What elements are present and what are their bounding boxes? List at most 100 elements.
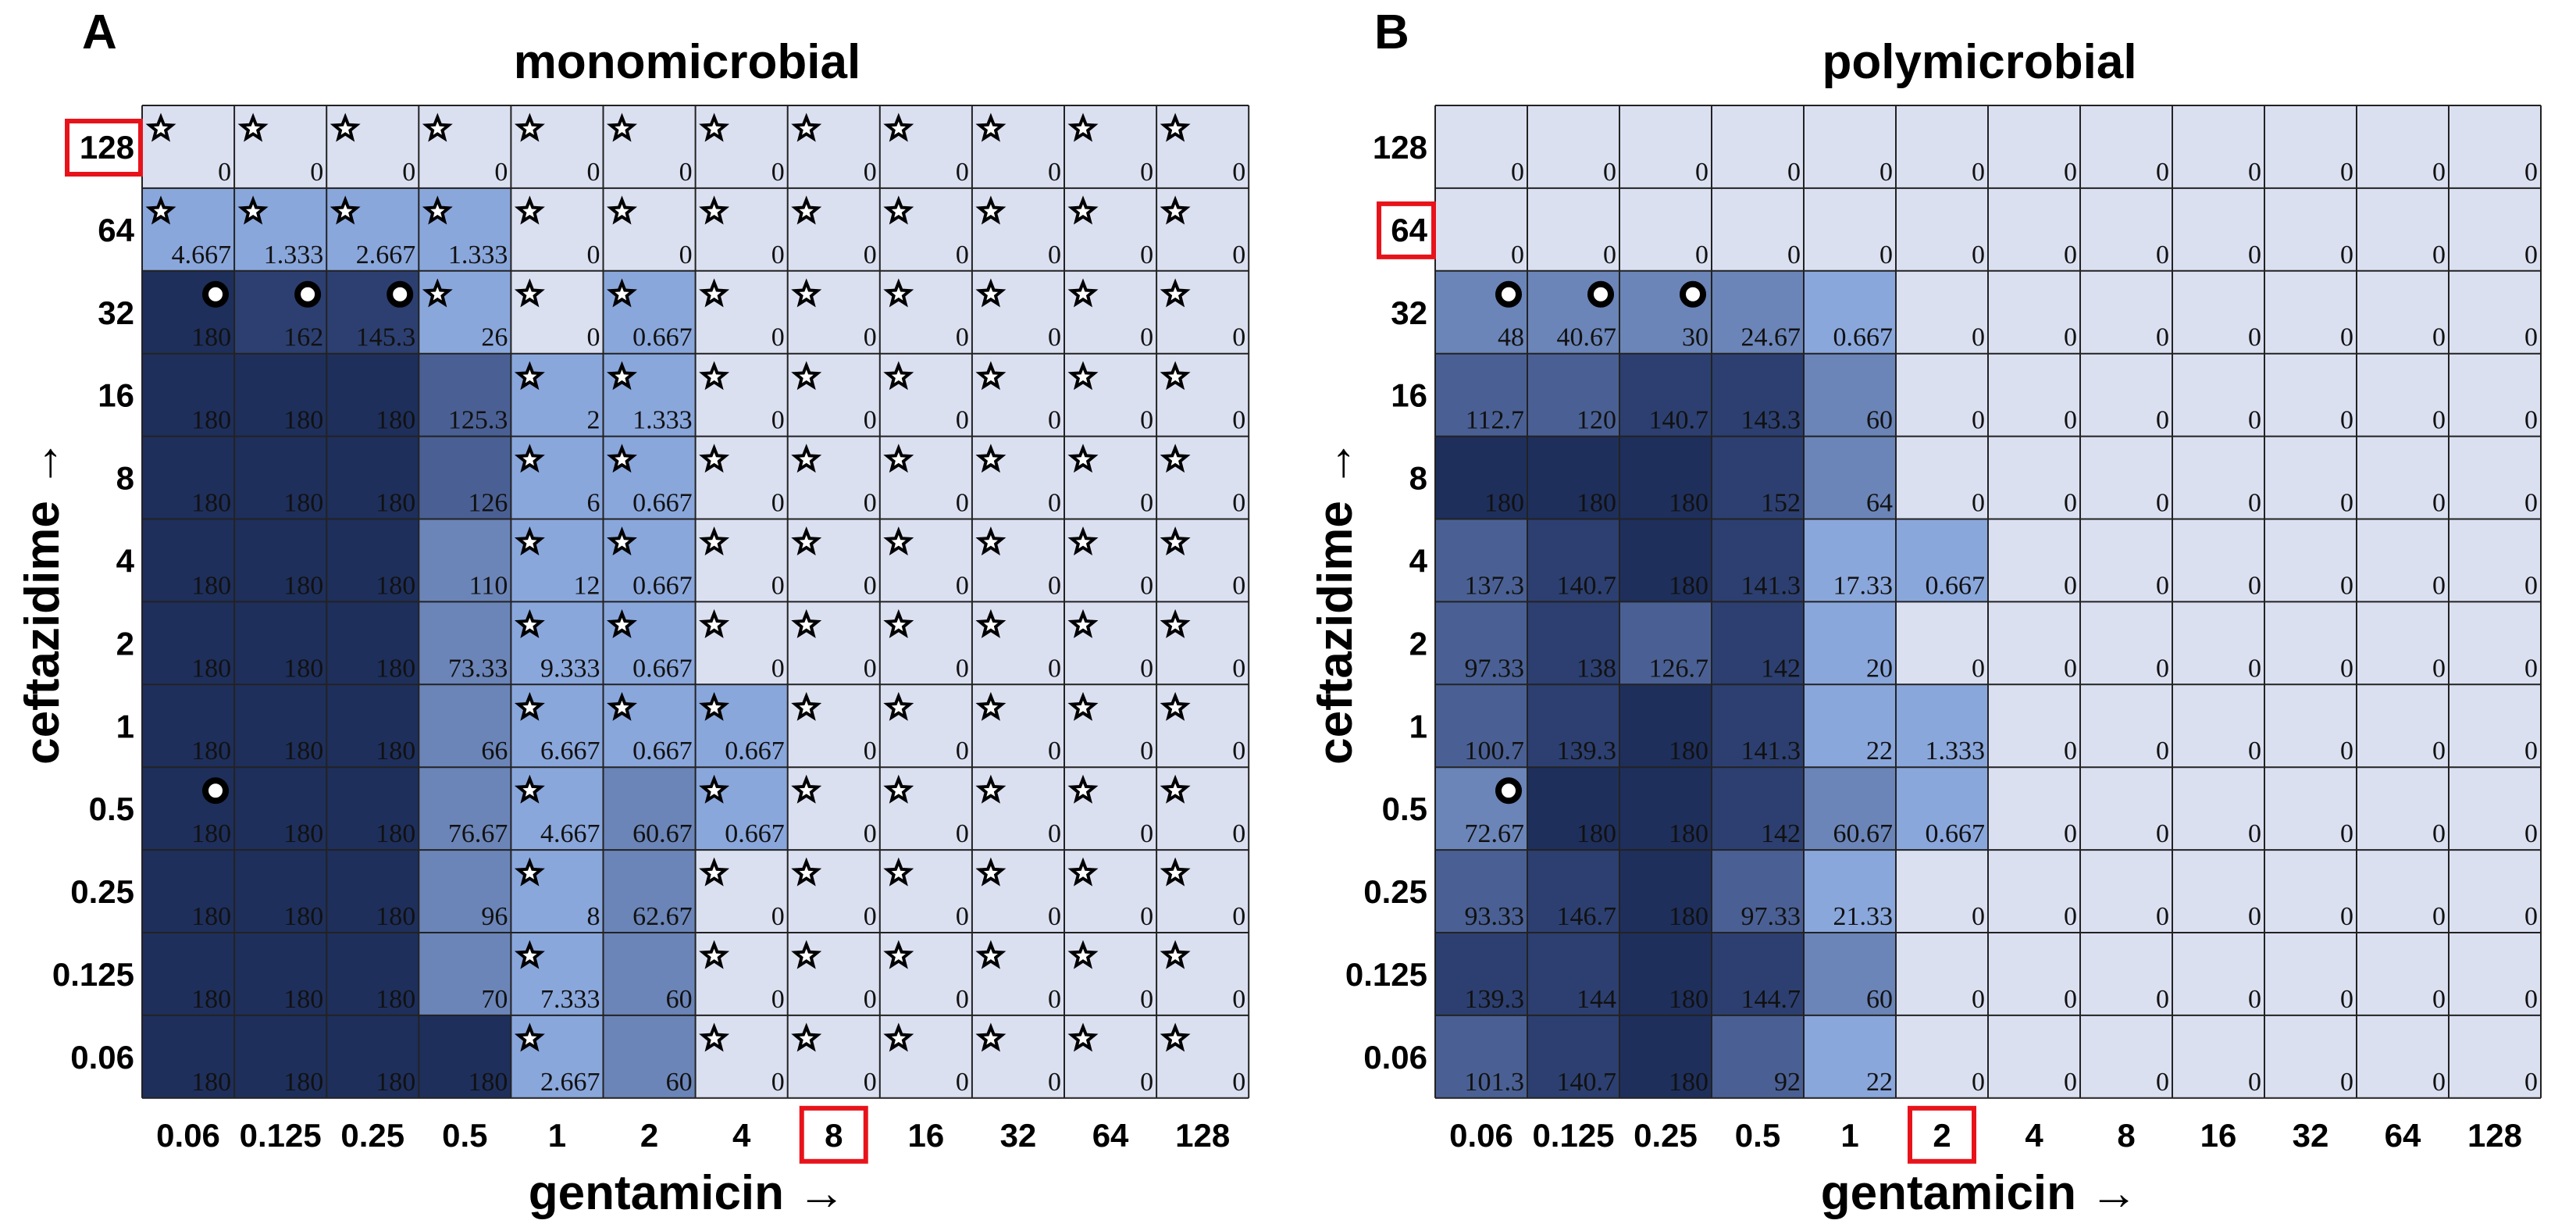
heatmap-cell [511,767,604,851]
cell-value-label: 180 [283,985,323,1014]
cell-value-label: 0 [2340,158,2353,187]
cell-value-label: 0 [2340,489,2353,518]
heatmap-cell [511,850,604,933]
cell-value-label: 0 [956,902,969,931]
heatmap-cell [1896,1015,1988,1098]
star-marker [975,361,1007,391]
cell-value-label: 138 [1577,654,1616,683]
cell-value-label: 0 [310,158,323,187]
star-marker [975,1022,1007,1052]
heatmap-cell [234,105,327,188]
heatmap-cell [419,105,511,188]
cell-value-label: 0 [1972,323,1985,352]
star-marker [883,112,914,142]
star-marker [791,857,822,887]
heatmap-cell [1712,767,1804,851]
y-highlight-box [65,119,143,177]
star-marker [1067,940,1099,969]
heatmap-cell [2264,187,2357,271]
cell-value-label: 180 [191,323,231,352]
heatmap-cell [1804,105,1896,188]
star-marker [791,1022,822,1052]
heatmap-cell [1527,519,1619,602]
heatmap-cell [2264,767,2357,851]
cell-value-label: 4.667 [172,241,232,269]
cell-value-label: 0 [771,1068,785,1097]
cell-value-label: 62.67 [632,902,693,931]
heatmap-cell [695,187,788,271]
x-tick-label: 2 [1933,1117,1951,1154]
star-marker [145,112,176,142]
heatmap-cell [2449,1015,2541,1098]
cell-value-label: 180 [191,819,231,848]
x-tick-label: 0.5 [442,1117,487,1154]
heatmap-cell [1064,850,1157,933]
cell-value-label: 21.33 [1833,902,1894,931]
heatmap-cell [695,1015,788,1098]
cell-value-label: 0 [2248,406,2261,435]
x-tick-label: 1 [548,1117,566,1154]
star-marker [1160,608,1191,638]
heatmap-cell [1804,933,1896,1015]
heatmap-cell [603,684,696,768]
cell-value-label: 0 [2156,985,2169,1014]
cell-value-label: 0 [2248,819,2261,848]
heatmap-cell [1619,519,1712,602]
cell-value-label: 93.33 [1465,902,1525,931]
star-marker [791,444,822,473]
cell-value-label: 0 [2064,902,2077,931]
cell-value-label: 0 [2524,902,2538,931]
y-tick-label: 0.125 [52,956,134,993]
cell-value-label: 60.67 [632,819,693,848]
heatmap-cell [1156,187,1249,271]
cell-value-label: 0 [2524,1068,2538,1097]
heatmap-cell [2449,684,2541,768]
heatmap-cell [1712,850,1804,933]
cell-value-label: 0 [1232,737,1245,765]
heatmap-cell [1804,270,1896,354]
star-marker [514,774,545,804]
cell-value-label: 0 [2156,489,2169,518]
cell-value-label: 0 [2432,902,2446,931]
cell-value-label: 0 [1048,241,1061,269]
star-marker [975,608,1007,638]
heatmap-cell [1527,105,1619,188]
heatmap-cell [1896,684,1988,768]
cell-value-label: 0 [2340,819,2353,848]
cell-value-label: 0 [2340,654,2353,683]
x-tick-label: 1 [1840,1117,1858,1154]
cell-value-label: 0 [956,985,969,1014]
cell-value-label: 180 [1669,571,1708,600]
heatmap-cell [2357,767,2449,851]
heatmap-cell [2449,353,2541,437]
heatmap-cell [2264,850,2357,933]
cell-value-label: 0 [2248,737,2261,765]
heatmap-cell [511,270,604,354]
cell-value-label: 0 [2248,323,2261,352]
star-marker [1067,526,1099,556]
heatmap-cell [511,187,604,271]
cell-value-label: 0 [2524,654,2538,683]
heatmap-cell [511,601,604,685]
cell-value-label: 2 [587,406,600,435]
heatmap-cell [2357,1015,2449,1098]
x-tick-label: 0.5 [1735,1117,1780,1154]
heatmap-cell [419,519,511,602]
heatmap-cell [1896,519,1988,602]
star-marker [607,361,637,391]
cell-value-label: 180 [283,902,323,931]
heatmap-cell [1619,850,1712,933]
cell-value-label: 0 [1972,489,1985,518]
heatmap-cell [2080,684,2172,768]
cell-value-label: 0 [2156,158,2169,187]
star-marker [607,278,637,308]
heatmap-cell [419,270,511,354]
heatmap-cell [2172,436,2264,519]
x-tick-label: 0.06 [156,1117,220,1154]
cell-value-label: 144.7 [1741,985,1801,1014]
cell-value-label: 97.33 [1741,902,1801,931]
heatmap-cell [971,353,1064,437]
heatmap-cell [971,933,1064,1015]
heatmap-cell [1896,187,1988,271]
